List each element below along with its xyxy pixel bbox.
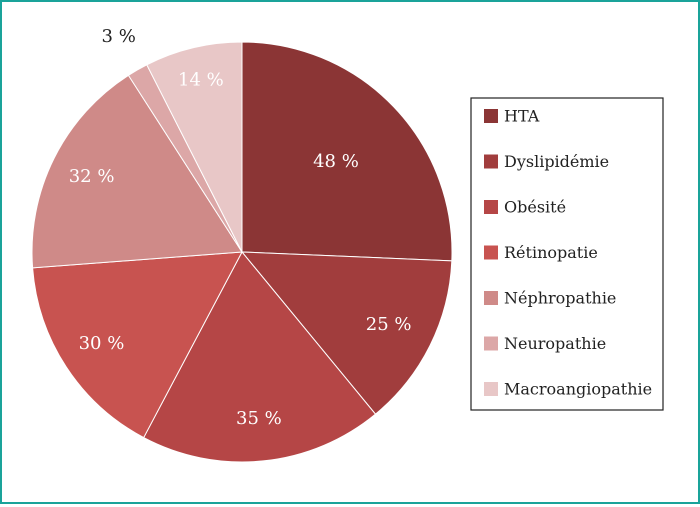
legend-swatch bbox=[484, 200, 498, 214]
slice-value-label: 32 % bbox=[69, 166, 115, 187]
legend-label: Rétinopatie bbox=[504, 243, 598, 262]
pie-slice-dyslipidemie bbox=[240, 251, 453, 415]
slice-value-label: 48 % bbox=[313, 151, 359, 172]
legend-label: Néphropathie bbox=[504, 289, 616, 308]
legend-label: Neuropathie bbox=[504, 334, 606, 353]
legend-swatch bbox=[484, 109, 498, 123]
slice-value-label: 3 % bbox=[102, 26, 136, 47]
pie-slice-hta bbox=[241, 41, 453, 262]
slice-value-label: 35 % bbox=[236, 408, 282, 429]
legend: HTA Dyslipidémie Obésité Rétinopatie Néphrop… bbox=[470, 97, 664, 411]
pie-slice-obesite bbox=[143, 251, 377, 463]
slice-value-label: 14 % bbox=[178, 69, 224, 90]
legend-swatch bbox=[484, 291, 498, 305]
pie-slice-macroangiopathie bbox=[146, 41, 243, 253]
pie-slices bbox=[31, 41, 453, 463]
pie-value-labels: 48 % 25 % 35 % 30 % 32 % 3 % 14 % bbox=[69, 26, 412, 429]
legend-swatch bbox=[484, 382, 498, 396]
legend-label: Obésité bbox=[504, 198, 566, 217]
legend-swatch bbox=[484, 336, 498, 351]
legend-label: Macroangiopathie bbox=[504, 380, 652, 399]
slice-value-label: 30 % bbox=[79, 333, 125, 354]
pie-slice-retinopatie bbox=[32, 251, 243, 439]
legend-swatch bbox=[484, 245, 498, 260]
pie-slice-nephropathie bbox=[31, 74, 243, 269]
slice-value-label: 25 % bbox=[366, 314, 412, 335]
legend-swatch bbox=[484, 154, 498, 169]
legend-box bbox=[470, 97, 664, 411]
legend-label: Dyslipidémie bbox=[504, 152, 609, 171]
legend-label: HTA bbox=[504, 107, 540, 126]
